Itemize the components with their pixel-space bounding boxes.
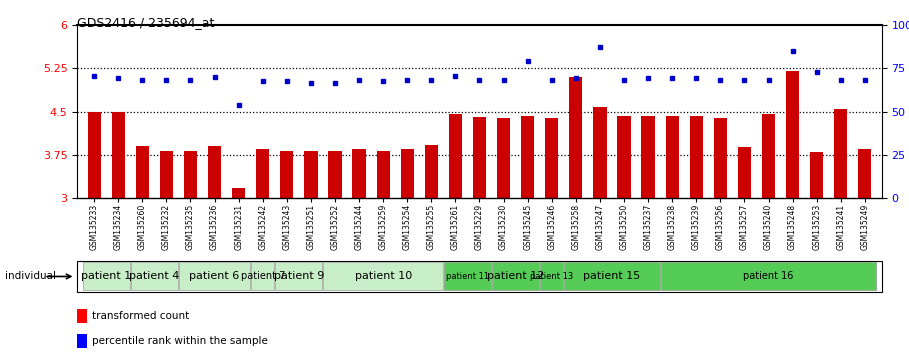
Bar	[497, 119, 510, 198]
Bar	[540, 262, 564, 291]
Bar	[83, 262, 130, 291]
Bar	[324, 262, 443, 291]
Bar	[834, 109, 847, 198]
Bar	[179, 262, 250, 291]
Bar	[160, 151, 173, 198]
Bar	[661, 262, 876, 291]
Bar	[642, 116, 654, 198]
Bar	[87, 112, 101, 198]
Bar	[208, 146, 221, 198]
Bar	[690, 115, 703, 198]
Bar	[762, 114, 775, 198]
Bar	[858, 149, 872, 198]
Text: transformed count: transformed count	[92, 311, 189, 321]
Text: patient 11: patient 11	[446, 272, 489, 281]
Bar	[594, 107, 606, 198]
Bar	[492, 262, 539, 291]
Bar	[305, 151, 317, 198]
Text: patient 16: patient 16	[744, 272, 794, 281]
Bar	[353, 149, 365, 198]
Bar	[564, 262, 660, 291]
Text: patient 15: patient 15	[584, 272, 641, 281]
Bar	[328, 151, 342, 198]
Bar	[521, 116, 534, 198]
Text: GDS2416 / 235694_at: GDS2416 / 235694_at	[77, 16, 215, 29]
Bar	[473, 117, 486, 198]
Text: patient 12: patient 12	[487, 272, 544, 281]
Bar	[256, 149, 269, 198]
Bar	[569, 77, 583, 198]
Bar	[714, 119, 727, 198]
Bar	[376, 151, 390, 198]
Text: individual: individual	[5, 272, 55, 281]
Bar	[545, 119, 558, 198]
Bar	[275, 262, 323, 291]
Bar	[810, 152, 824, 198]
Text: percentile rank within the sample: percentile rank within the sample	[92, 336, 267, 346]
Bar	[425, 145, 438, 198]
Bar	[617, 115, 631, 198]
Bar	[444, 262, 491, 291]
Bar	[280, 151, 294, 198]
Text: patient 6: patient 6	[189, 272, 240, 281]
Bar	[738, 147, 751, 198]
Bar	[786, 71, 799, 198]
Bar	[665, 116, 679, 198]
Bar	[77, 334, 87, 348]
Text: patient 1: patient 1	[81, 272, 131, 281]
Bar	[112, 112, 125, 198]
Text: patient 9: patient 9	[274, 272, 324, 281]
Bar	[77, 309, 87, 323]
Bar	[449, 114, 462, 198]
Bar	[401, 149, 414, 198]
Bar	[184, 151, 197, 198]
Text: patient 10: patient 10	[355, 272, 412, 281]
Bar	[131, 262, 178, 291]
Text: patient 13: patient 13	[530, 272, 574, 281]
Bar	[135, 146, 149, 198]
Bar	[232, 188, 245, 198]
Text: patient 4: patient 4	[129, 272, 179, 281]
Text: patient 7: patient 7	[241, 272, 285, 281]
Bar	[251, 262, 275, 291]
